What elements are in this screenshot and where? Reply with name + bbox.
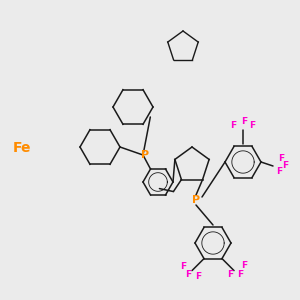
Text: F: F xyxy=(237,270,243,279)
Text: F: F xyxy=(241,117,247,126)
Text: F: F xyxy=(249,121,255,130)
Text: F: F xyxy=(241,261,247,270)
Text: P: P xyxy=(141,150,149,160)
Text: F: F xyxy=(185,270,191,279)
Text: F: F xyxy=(278,154,284,163)
Text: F: F xyxy=(180,262,186,271)
Text: F: F xyxy=(230,121,236,130)
Text: P: P xyxy=(192,195,200,205)
Text: F: F xyxy=(282,161,288,170)
Text: Fe: Fe xyxy=(13,141,31,155)
Text: F: F xyxy=(227,270,233,279)
Text: F: F xyxy=(276,167,282,176)
Text: F: F xyxy=(195,272,201,280)
